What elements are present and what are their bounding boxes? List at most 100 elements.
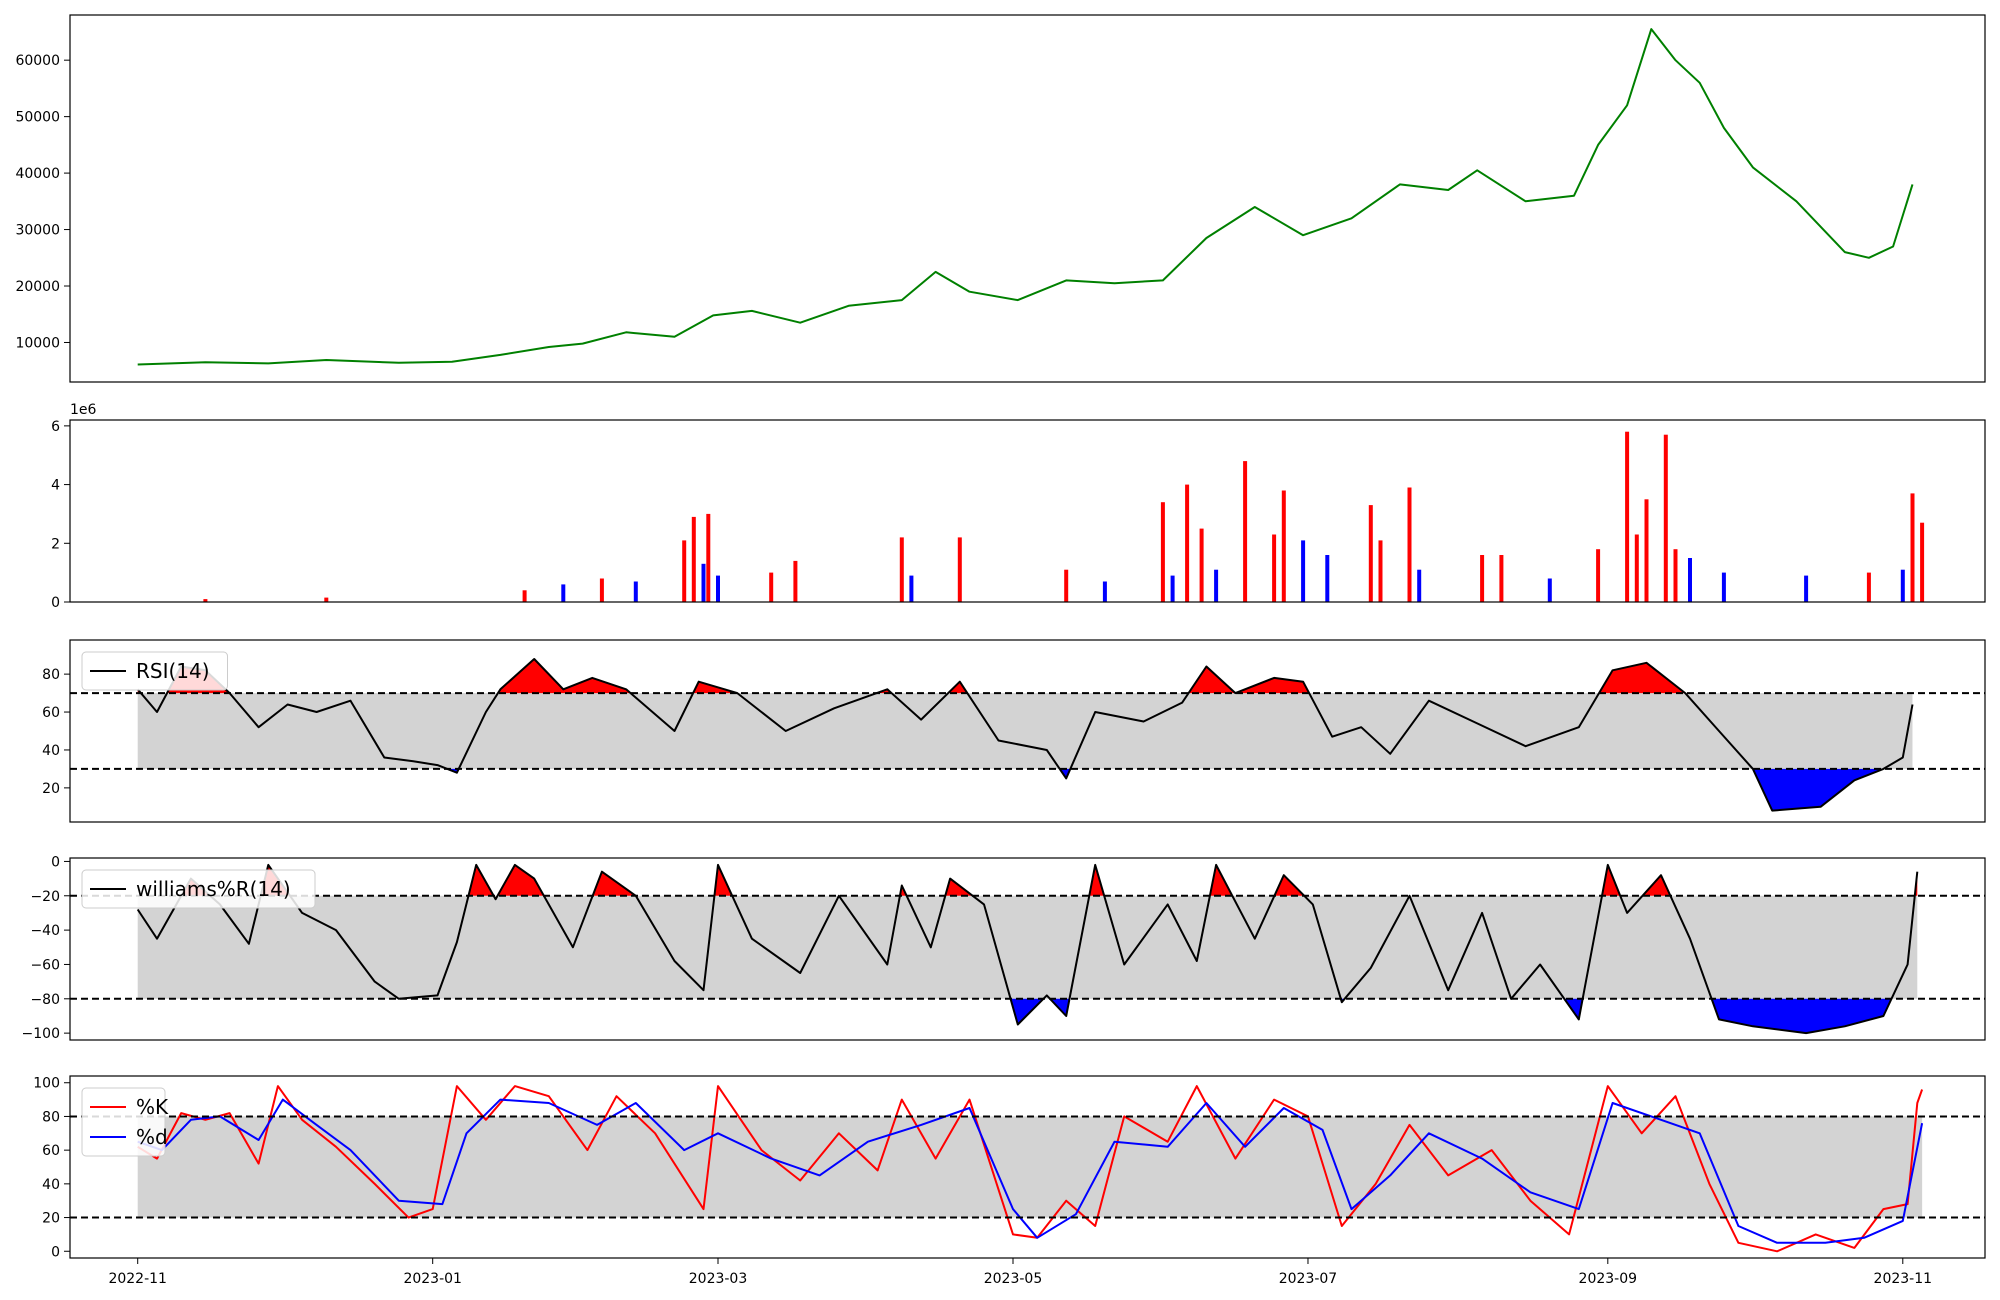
williams-oversold-fill [1711,998,1892,1034]
rsi-frame [69,639,1986,823]
rsi-overbought-fill [948,681,968,694]
rsi-band [137,693,1913,769]
volume-bar [1102,581,1107,602]
legend-label: %K [136,1095,169,1119]
volume-bar [1634,534,1639,602]
volume-plot-area [203,431,1925,602]
y-tick-label: 60 [42,705,60,721]
volume-bar [1417,569,1422,602]
volume-bar [769,572,774,602]
y-tick-label: 60 [42,1143,60,1159]
y-tick-label: 20 [42,781,60,797]
y-tick-label: 50000 [15,110,60,126]
volume-bar [899,537,904,602]
x-tick-label: 2023-01 [403,1271,462,1287]
volume-bar [1663,434,1668,602]
stochastic-band [137,1116,1923,1218]
volume-bar [1499,555,1504,602]
rsi-panel: 20 40 60 80 RSI(14) [42,639,1986,823]
williams-overbought-fill [497,864,544,896]
x-axis-labels: 2022-11 2023-01 2023-03 2023-05 2023-07 2023-… [108,1258,1932,1287]
volume-bar [909,575,914,602]
y-tick-label: 2 [51,536,60,552]
volume-bar [1368,505,1373,602]
volume-bar [691,516,696,602]
y-tick-label: 40 [42,743,60,759]
volume-bar [793,560,798,602]
rsi-plot-area [136,658,1914,812]
volume-bar [1688,558,1692,602]
volume-bar [1480,555,1485,602]
volume-bar [1721,572,1726,602]
stochastic-legend: %K %d [81,1087,169,1157]
y-tick-label: 40 [42,1177,60,1193]
rsi-overbought-fill [1188,666,1236,694]
stochastic-series-line-0 [137,1085,1924,1253]
y-tick-label: 6 [51,419,60,435]
y-tick-label: 100 [33,1076,60,1092]
y-tick-label: 30000 [15,223,60,239]
volume-bar [561,584,566,602]
volume-bar [701,563,706,602]
y-tick-label: 20 [42,1211,60,1227]
volume-bar [716,575,720,602]
y-tick-label: −80 [30,992,60,1008]
x-tick-label: 2023-11 [1874,1271,1933,1287]
price-series-line-0 [137,28,1914,366]
y-tick-label: 10000 [15,335,60,351]
y-tick-label: −40 [30,923,60,939]
volume-bar [1301,540,1306,602]
volume-bar [1064,569,1069,602]
volume-bar [1160,502,1165,602]
legend-label: williams%R(14) [136,877,291,901]
y-tick-label: 0 [51,1244,60,1260]
volume-bar [1243,461,1248,602]
y-tick-label: 60000 [15,53,60,69]
williams-plot-area [136,863,1919,1035]
stochastic-plot-area [137,1085,1924,1253]
stochastic-frame [69,1075,1986,1259]
x-tick-label: 2023-05 [984,1271,1043,1287]
rsi-overbought-fill [1599,662,1686,694]
volume-bar [1900,569,1905,602]
volume-bar [1910,493,1915,602]
y-tick-label: −100 [22,1026,60,1042]
x-tick-label: 2022-11 [108,1271,167,1287]
volume-bar [1325,555,1330,602]
williams-overbought-fill [1642,875,1671,896]
x-tick-label: 2023-03 [689,1271,748,1287]
stochastic-series-line-1 [137,1098,1924,1244]
williams-oversold-fill [1010,998,1044,1025]
y-tick-label: 40000 [15,166,60,182]
y-tick-label: 4 [51,478,60,494]
williams-frame [69,857,1986,1041]
y-tick-label: 80 [42,1109,60,1125]
volume-bar [1920,522,1925,602]
williams-legend: williams%R(14) [81,869,316,909]
legend-label: RSI(14) [136,659,210,683]
legend-label: %d [136,1125,168,1149]
legend-box [81,1087,166,1157]
y-tick-label: 0 [51,595,60,611]
volume-bar [1170,575,1175,602]
y-tick-label: −20 [30,889,60,905]
volume-bar [706,513,711,602]
volume-bar [1281,490,1286,602]
price-plot-area [137,28,1914,366]
volume-bar [1644,499,1649,602]
williams-overbought-fill [592,871,636,896]
x-tick-label: 2023-09 [1579,1271,1638,1287]
legend-box [81,651,228,691]
volume-bar [1596,549,1601,602]
volume-panel: 0 2 4 6 1e6 [51,402,1986,611]
price-frame [69,14,1986,383]
williams-overbought-fill [1089,864,1105,896]
volume-bar [522,590,527,602]
volume-bar [1804,575,1809,602]
volume-bar [682,540,687,602]
rsi-series-line-0 [136,658,1914,812]
x-tick-label: 2023-07 [1279,1271,1338,1287]
y-tick-label: −60 [30,957,60,973]
volume-bar [1407,487,1412,602]
